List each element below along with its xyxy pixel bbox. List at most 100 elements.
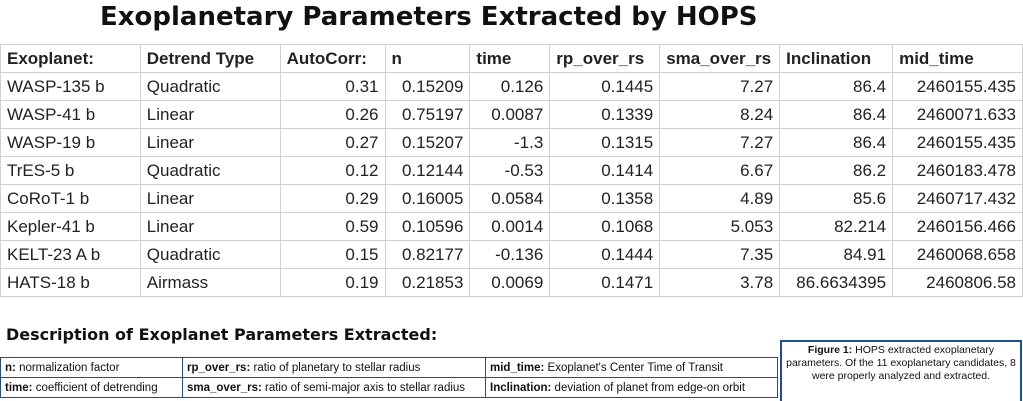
header-cell: Exoplanet: — [0, 44, 141, 73]
term: mid_time: — [490, 361, 545, 374]
table-cell: 2460183.478 — [892, 156, 1023, 185]
table-cell: 86.2 — [779, 156, 894, 185]
table-row: TrES-5 b Quadratic 0.12 0.12144 -0.53 0.1414 6… — [0, 156, 1023, 185]
table-cell: 86.4 — [779, 100, 894, 129]
term-text: ratio of planetary to stellar radius — [253, 361, 421, 374]
table-cell: 0.27 — [279, 128, 386, 157]
table-cell: 0.0069 — [469, 268, 551, 297]
term: Inclination: — [490, 381, 552, 394]
table-cell: 82.214 — [779, 212, 894, 241]
figure-label: Figure 1: — [807, 344, 853, 356]
table-cell: 5.053 — [659, 212, 781, 241]
table-cell: Quadratic — [139, 156, 281, 185]
table-cell: 0.12 — [279, 156, 386, 185]
table-cell: 2460717.432 — [892, 184, 1023, 213]
description-cell: Inclination: deviation of planet from ed… — [485, 377, 778, 398]
term: sma_over_rs: — [187, 381, 262, 394]
table-cell: 0.26 — [279, 100, 386, 129]
table-cell: 0.29 — [279, 184, 386, 213]
parameters-table: Exoplanet: Detrend Type AutoCorr: n time rp_o… — [0, 44, 1023, 297]
header-row: Exoplanet: Detrend Type AutoCorr: n time rp_o… — [0, 44, 1023, 73]
table-row: WASP-41 b Linear 0.26 0.75197 0.0087 0.1339 8.… — [0, 100, 1023, 129]
table-cell: Linear — [139, 128, 281, 157]
table-cell: 0.19 — [279, 268, 386, 297]
table-cell: 0.0584 — [469, 184, 551, 213]
table-cell: 0.12144 — [384, 156, 471, 185]
table-row: WASP-135 b Quadratic 0.31 0.15209 0.126 0.144… — [0, 72, 1023, 101]
table-cell: 6.67 — [659, 156, 781, 185]
table-row: WASP-19 b Linear 0.27 0.15207 -1.3 0.1315 7.27… — [0, 128, 1023, 157]
figure-text: HOPS extracted exoplanetary parameters. … — [786, 344, 1016, 382]
table-cell: 0.1471 — [549, 268, 661, 297]
table-cell: 0.21853 — [384, 268, 471, 297]
table-cell: 86.4 — [779, 72, 894, 101]
table-cell: 0.10596 — [384, 212, 471, 241]
title: Exoplanetary Parameters Extracted by HOP… — [100, 2, 758, 32]
table-cell: TrES-5 b — [0, 156, 141, 185]
table-cell: 0.1358 — [549, 184, 661, 213]
table-cell: 0.15209 — [384, 72, 471, 101]
table-cell: 0.0014 — [469, 212, 551, 241]
description-heading: Description of Exoplanet Parameters Extr… — [6, 325, 438, 344]
term-text: coefficient of detrending — [35, 381, 158, 394]
table-cell: 4.89 — [659, 184, 781, 213]
table-cell: 84.91 — [779, 240, 894, 269]
table-cell: 0.75197 — [384, 100, 471, 129]
table-cell: -0.136 — [469, 240, 551, 269]
header-cell: sma_over_rs — [659, 44, 781, 73]
table-cell: 0.16005 — [384, 184, 471, 213]
table-cell: 0.1068 — [549, 212, 661, 241]
header-cell: Inclination — [779, 44, 894, 73]
table-cell: 7.35 — [659, 240, 781, 269]
header-cell: AutoCorr: — [279, 44, 386, 73]
table-cell: WASP-135 b — [0, 72, 141, 101]
table-cell: Airmass — [139, 268, 281, 297]
description-table: n: normalization factor rp_over_rs: ratio… — [0, 357, 778, 398]
term-text: Exoplanet's Center Time of Transit — [547, 361, 723, 374]
table-cell: 2460071.633 — [892, 100, 1023, 129]
table-cell: 3.78 — [659, 268, 781, 297]
table-cell: 86.4 — [779, 128, 894, 157]
table-cell: 0.82177 — [384, 240, 471, 269]
table-cell: 0.1339 — [549, 100, 661, 129]
table-cell: -1.3 — [469, 128, 551, 157]
description-row: time: coefficient of detrending sma_over_… — [0, 377, 778, 398]
table-cell: 0.1315 — [549, 128, 661, 157]
table-cell: 0.15 — [279, 240, 386, 269]
table-cell: 2460806.58 — [892, 268, 1023, 297]
table-cell: 0.0087 — [469, 100, 551, 129]
table-cell: KELT-23 A b — [0, 240, 141, 269]
table-cell: 2460155.435 — [892, 72, 1023, 101]
table-cell: Linear — [139, 184, 281, 213]
table-row: KELT-23 A b Quadratic 0.15 0.82177 -0.136 0.1… — [0, 240, 1023, 269]
table-cell: 0.15207 — [384, 128, 471, 157]
header-cell: n — [384, 44, 471, 73]
table-cell: Kepler-41 b — [0, 212, 141, 241]
table-cell: 0.31 — [279, 72, 386, 101]
table-cell: Linear — [139, 100, 281, 129]
table-cell: CoRoT-1 b — [0, 184, 141, 213]
description-cell: n: normalization factor — [0, 357, 183, 378]
table-cell: 7.27 — [659, 72, 781, 101]
table-cell: 0.1414 — [549, 156, 661, 185]
table-cell: 0.1444 — [549, 240, 661, 269]
table-cell: 8.24 — [659, 100, 781, 129]
table-cell: 85.6 — [779, 184, 894, 213]
header-cell: mid_time — [892, 44, 1023, 73]
table-cell: 0.126 — [469, 72, 551, 101]
table-cell: 2460155.435 — [892, 128, 1023, 157]
header-cell: Detrend Type — [139, 44, 281, 73]
table-row: HATS-18 b Airmass 0.19 0.21853 0.0069 0.1471 3… — [0, 268, 1023, 297]
table-row: Kepler-41 b Linear 0.59 0.10596 0.0014 0.1068… — [0, 212, 1023, 241]
table-cell: Quadratic — [139, 240, 281, 269]
description-cell: time: coefficient of detrending — [0, 377, 183, 398]
table-cell: Linear — [139, 212, 281, 241]
table-cell: 0.1445 — [549, 72, 661, 101]
term: rp_over_rs: — [187, 361, 251, 374]
description-row: n: normalization factor rp_over_rs: ratio… — [0, 357, 778, 378]
term-text: ratio of semi-major axis to stellar radi… — [265, 381, 466, 394]
description-cell: rp_over_rs: ratio of planetary to stella… — [182, 357, 486, 378]
table-cell: 0.59 — [279, 212, 386, 241]
table-cell: 2460068.658 — [892, 240, 1023, 269]
table-cell: WASP-19 b — [0, 128, 141, 157]
